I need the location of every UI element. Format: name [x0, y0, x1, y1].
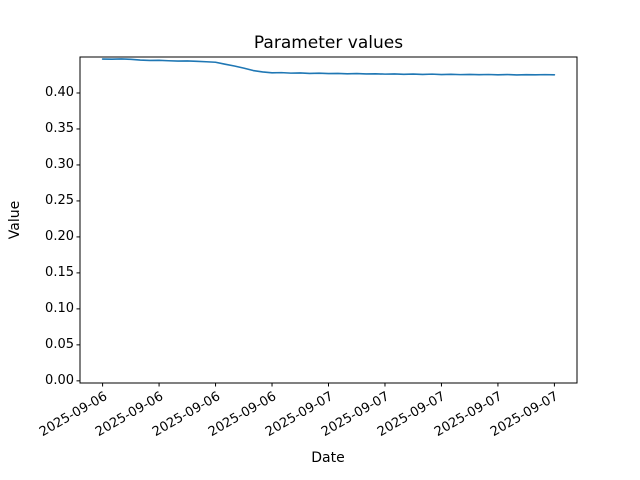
y-tick-label: 0.10	[45, 301, 74, 317]
y-tick-label: 0.25	[45, 193, 74, 209]
series-line	[101, 58, 556, 76]
y-tick-label: 0.00	[45, 373, 74, 389]
axes-frame	[79, 56, 578, 384]
y-tick-label: 0.15	[45, 265, 74, 281]
y-tick-label: 0.35	[45, 121, 74, 137]
y-tick-label: 0.30	[45, 157, 74, 173]
y-tick-label: 0.20	[45, 229, 74, 245]
y-tick-label: 0.40	[45, 85, 74, 101]
y-tick-label: 0.05	[45, 337, 74, 353]
chart-title: Parameter values	[253, 33, 404, 53]
x-axis-label: Date	[311, 450, 345, 466]
